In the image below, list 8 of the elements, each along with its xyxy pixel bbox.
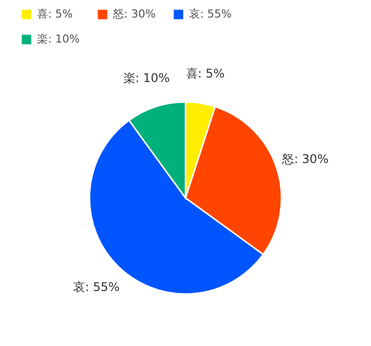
legend-label: 楽: 10%	[37, 32, 80, 46]
slice-label: 楽: 10%	[123, 71, 170, 86]
legend-label: 哀: 55%	[189, 8, 232, 21]
slice-label: 喜: 5%	[186, 66, 225, 81]
slice-label: 哀: 55%	[73, 280, 120, 294]
slice-label: 怒: 30%	[281, 152, 329, 166]
legend-label: 喜: 5%	[37, 8, 73, 21]
legend-label: 怒: 30%	[112, 8, 156, 21]
